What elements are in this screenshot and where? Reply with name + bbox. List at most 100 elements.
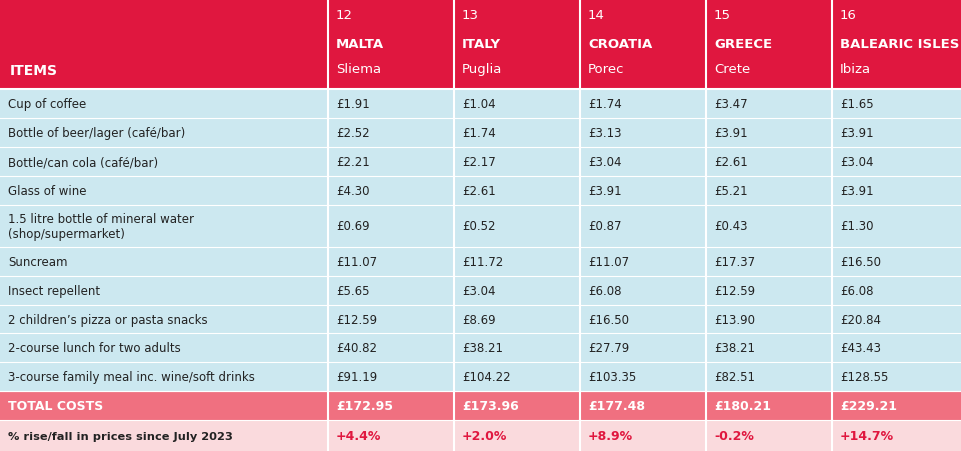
Text: £12.59: £12.59 [713, 284, 754, 297]
Bar [328, 420, 454, 451]
Text: £8.69: £8.69 [461, 313, 495, 326]
Text: £3.04: £3.04 [461, 284, 495, 297]
Text: £12.59: £12.59 [335, 313, 377, 326]
Bar [328, 334, 454, 363]
Bar [831, 305, 961, 334]
Text: £3.91: £3.91 [839, 127, 873, 140]
Bar [579, 148, 705, 177]
Text: £3.47: £3.47 [713, 98, 747, 111]
Text: GREECE: GREECE [713, 38, 772, 51]
Text: +4.4%: +4.4% [335, 429, 381, 442]
Bar [0, 119, 328, 148]
Text: £3.91: £3.91 [713, 127, 747, 140]
Text: £16.50: £16.50 [587, 313, 628, 326]
Text: £91.19: £91.19 [335, 371, 377, 383]
Text: £104.22: £104.22 [461, 371, 510, 383]
Bar [454, 206, 579, 247]
Text: £3.04: £3.04 [839, 156, 873, 169]
Bar [328, 206, 454, 247]
Bar [831, 206, 961, 247]
Bar [579, 0, 705, 90]
Bar [705, 90, 831, 119]
Text: £3.04: £3.04 [587, 156, 621, 169]
Bar [328, 90, 454, 119]
Text: £3.91: £3.91 [587, 185, 621, 198]
Text: £20.84: £20.84 [839, 313, 880, 326]
Text: CROATIA: CROATIA [587, 38, 652, 51]
Bar [831, 334, 961, 363]
Text: 15: 15 [713, 9, 730, 22]
Bar [579, 276, 705, 305]
Text: £38.21: £38.21 [713, 342, 754, 354]
Bar [454, 247, 579, 276]
Text: £2.21: £2.21 [335, 156, 369, 169]
Bar [831, 119, 961, 148]
Text: Bottle of beer/lager (café/bar): Bottle of beer/lager (café/bar) [8, 127, 185, 140]
Text: £11.07: £11.07 [335, 255, 377, 268]
Bar [454, 119, 579, 148]
Text: 2 children’s pizza or pasta snacks: 2 children’s pizza or pasta snacks [8, 313, 208, 326]
Bar [579, 363, 705, 391]
Bar [0, 177, 328, 206]
Text: £6.08: £6.08 [839, 284, 873, 297]
Bar [831, 0, 961, 90]
Text: £11.07: £11.07 [587, 255, 628, 268]
Text: £6.08: £6.08 [587, 284, 621, 297]
Bar [705, 177, 831, 206]
Bar [454, 334, 579, 363]
Text: £40.82: £40.82 [335, 342, 377, 354]
Text: £177.48: £177.48 [587, 400, 644, 412]
Text: £16.50: £16.50 [839, 255, 880, 268]
Bar [831, 363, 961, 391]
Bar [705, 334, 831, 363]
Bar [0, 276, 328, 305]
Bar [579, 420, 705, 451]
Bar [328, 363, 454, 391]
Text: 3-course family meal inc. wine/soft drinks: 3-course family meal inc. wine/soft drin… [8, 371, 255, 383]
Bar [454, 363, 579, 391]
Bar [0, 90, 328, 119]
Bar [579, 119, 705, 148]
Text: +8.9%: +8.9% [587, 429, 632, 442]
Bar [0, 363, 328, 391]
Text: 2-course lunch for two adults: 2-course lunch for two adults [8, 342, 181, 354]
Text: £1.30: £1.30 [839, 220, 873, 233]
Bar [454, 420, 579, 451]
Text: Insect repellent: Insect repellent [8, 284, 100, 297]
Text: £2.17: £2.17 [461, 156, 495, 169]
Text: £173.96: £173.96 [461, 400, 518, 412]
Text: Cup of coffee: Cup of coffee [8, 98, 86, 111]
Bar [579, 334, 705, 363]
Bar [454, 0, 579, 90]
Bar [328, 148, 454, 177]
Bar [454, 177, 579, 206]
Text: £11.72: £11.72 [461, 255, 503, 268]
Text: £2.61: £2.61 [461, 185, 495, 198]
Text: £0.52: £0.52 [461, 220, 495, 233]
Bar [0, 420, 328, 451]
Bar [328, 305, 454, 334]
Bar [454, 90, 579, 119]
Text: ITEMS: ITEMS [10, 64, 58, 77]
Text: TOTAL COSTS: TOTAL COSTS [8, 400, 103, 412]
Bar [831, 90, 961, 119]
Text: £5.21: £5.21 [713, 185, 747, 198]
Text: £0.87: £0.87 [587, 220, 621, 233]
Bar [0, 391, 328, 420]
Text: £82.51: £82.51 [713, 371, 754, 383]
Text: 14: 14 [587, 9, 604, 22]
Bar [579, 391, 705, 420]
Text: £1.74: £1.74 [587, 98, 621, 111]
Bar [579, 247, 705, 276]
Text: £128.55: £128.55 [839, 371, 887, 383]
Text: £17.37: £17.37 [713, 255, 754, 268]
Bar [705, 363, 831, 391]
Text: Ibiza: Ibiza [839, 63, 871, 76]
Text: Glass of wine: Glass of wine [8, 185, 86, 198]
Bar [705, 305, 831, 334]
Text: 16: 16 [839, 9, 856, 22]
Text: £3.13: £3.13 [587, 127, 621, 140]
Text: £4.30: £4.30 [335, 185, 369, 198]
Text: Porec: Porec [587, 63, 624, 76]
Text: £172.95: £172.95 [335, 400, 393, 412]
